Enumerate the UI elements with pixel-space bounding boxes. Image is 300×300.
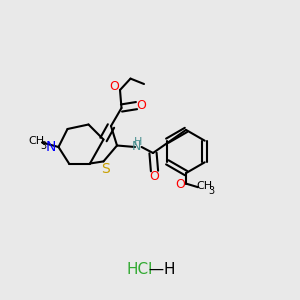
Text: CH: CH [28, 136, 44, 146]
Text: H: H [164, 262, 175, 278]
Text: O: O [136, 99, 146, 112]
Text: O: O [110, 80, 119, 93]
Text: N: N [131, 140, 141, 154]
Text: CH: CH [197, 181, 213, 191]
Text: —: — [143, 262, 169, 278]
Text: O: O [150, 170, 159, 183]
Text: O: O [176, 178, 185, 191]
Text: 3: 3 [208, 186, 214, 196]
Text: HCl: HCl [126, 262, 152, 278]
Text: N: N [46, 140, 56, 154]
Text: S: S [100, 162, 109, 176]
Text: H: H [134, 136, 142, 147]
Text: 3: 3 [40, 141, 46, 151]
